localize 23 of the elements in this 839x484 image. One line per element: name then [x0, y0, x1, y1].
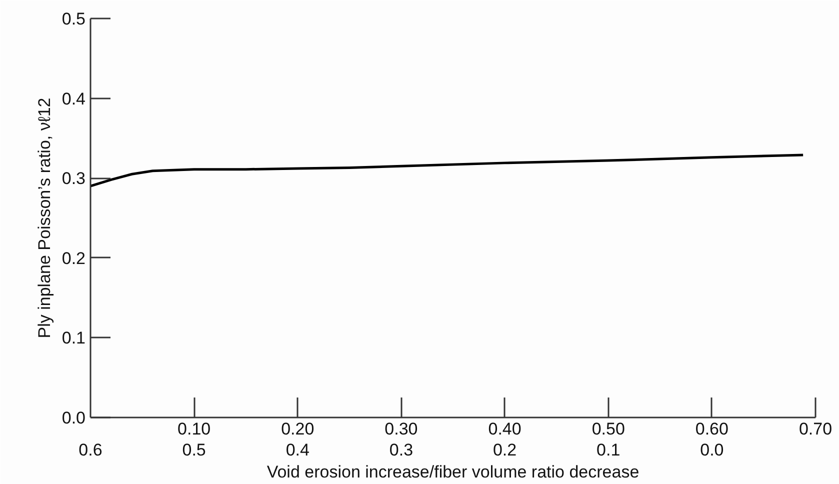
y-axis-title: Ply inplane Poisson’s ratio, νℓ12 [34, 98, 54, 338]
x2-tick-label: 0.1 [596, 440, 620, 460]
x2-tick-label: 0.4 [286, 440, 310, 460]
x2-tick-label: 0.3 [389, 440, 414, 460]
x-tick-label: 0.20 [281, 420, 314, 438]
x2-tick-label: 0.6 [78, 440, 102, 460]
line-series [90, 154, 804, 188]
y-tick-label: 0.3 [62, 169, 86, 188]
x-axis-title: Void erosion increase/fiber volume ratio decrease [266, 462, 640, 482]
y-tick-label: 0.1 [62, 328, 86, 348]
y-tick-label: 0.0 [62, 408, 86, 428]
y-tick-label: 0.4 [62, 89, 86, 108]
x2-tick-label: 0.2 [492, 440, 517, 460]
x2-tick-label: 0.5 [182, 440, 206, 460]
x2-tick-label: 0.0 [700, 440, 724, 460]
x-tick-label: 0.30 [384, 420, 418, 438]
x-tick-label: 0.50 [592, 420, 625, 438]
y-tick-label: 0.2 [62, 248, 86, 268]
y-tick-label: 0.5 [62, 10, 86, 28]
x-tick-label: 0.10 [178, 420, 211, 438]
x-tick-label: 0.60 [695, 420, 728, 438]
x-tick-label: 0.70 [798, 420, 832, 438]
x-tick-label: 0.40 [488, 420, 522, 438]
